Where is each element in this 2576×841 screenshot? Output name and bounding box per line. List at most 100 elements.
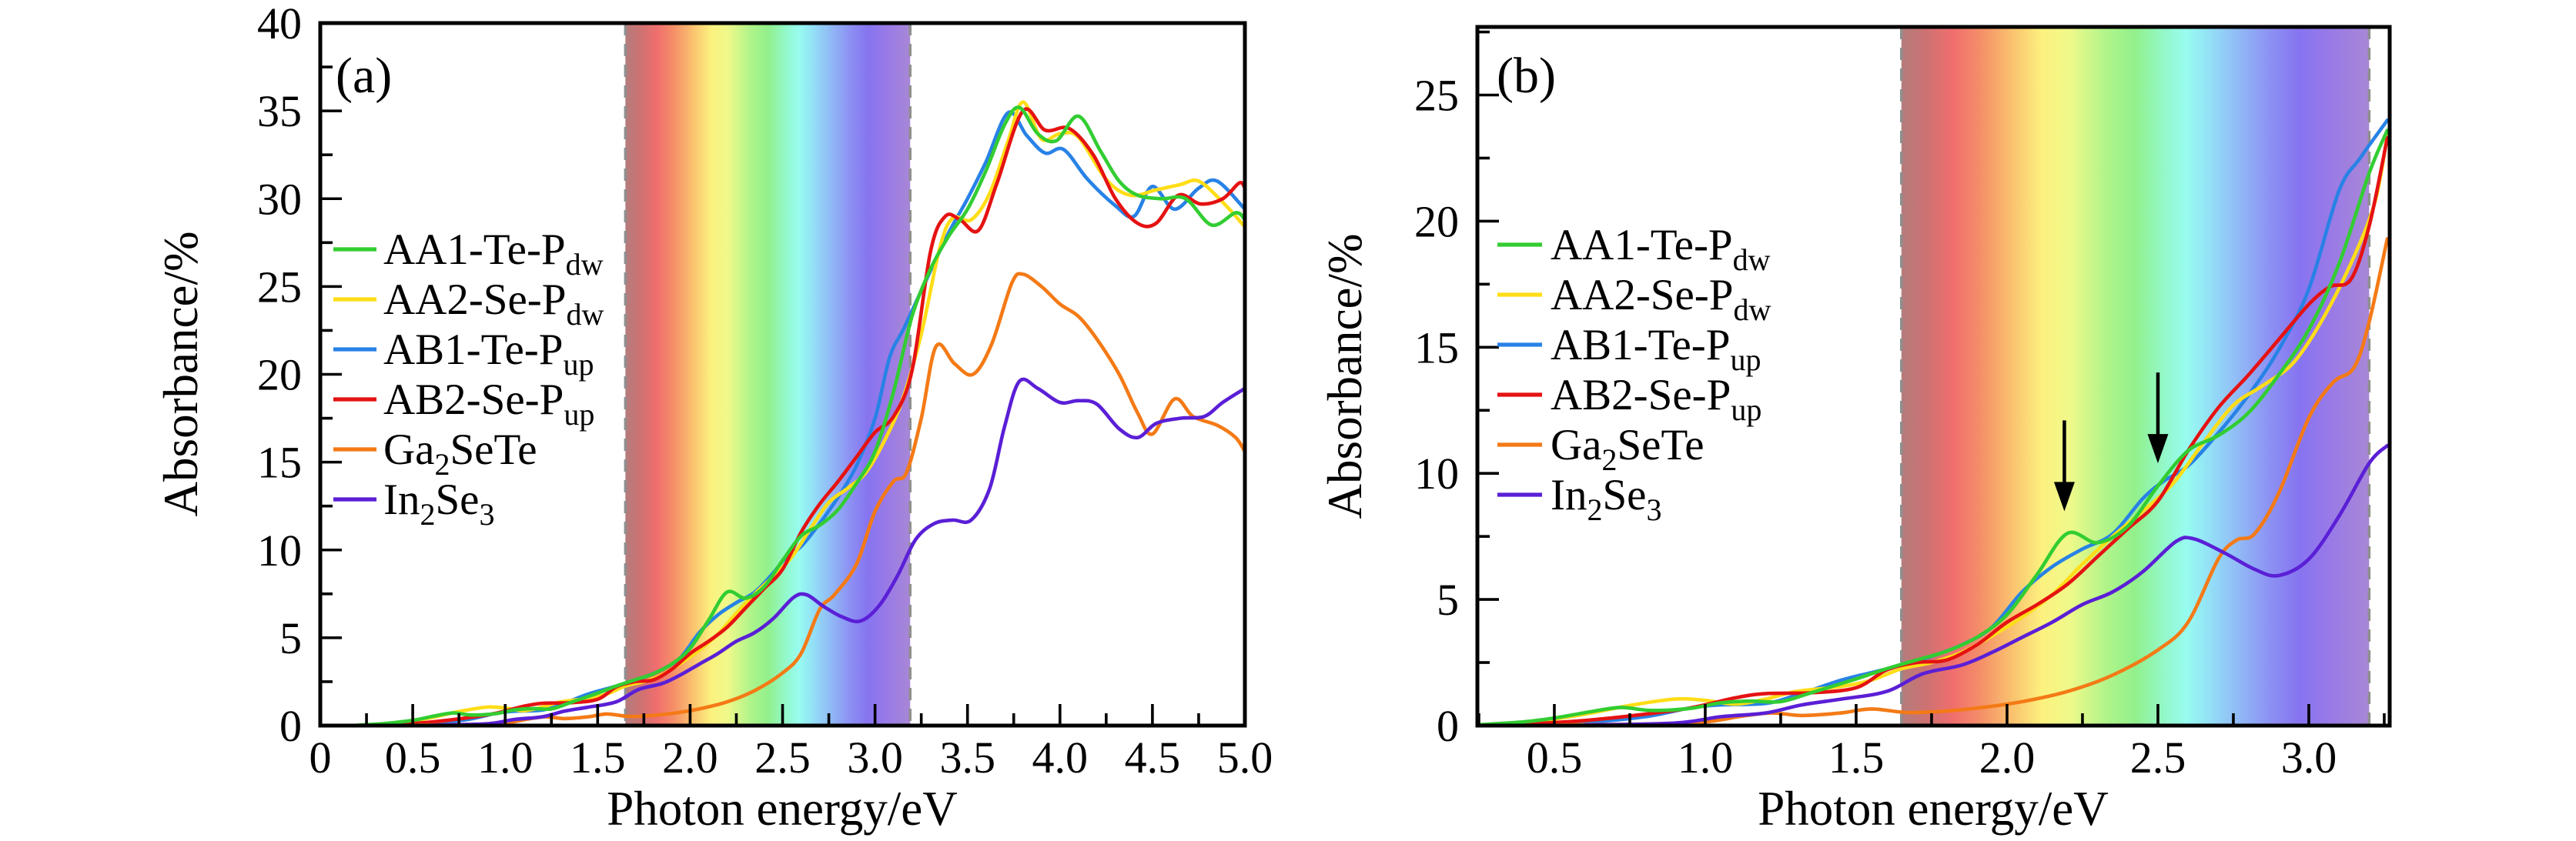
- legend-label-AA1-Te-Pdw: AA1-Te-Pdw: [1551, 221, 1771, 277]
- curve-AB2-Se-Pup: [1522, 135, 2390, 726]
- x-tick-label: 0.5: [385, 733, 441, 783]
- curve-AA2-Se-Pdw: [1492, 133, 2390, 726]
- legend-label-AB2-Se-Pup: AB2-Se-Pup: [383, 375, 594, 432]
- legend-item-AB2-Se-Pup: AB2-Se-Pup: [1497, 371, 1761, 427]
- legend-label-subscript: 2: [420, 497, 435, 532]
- legend-label-main: AB2-Se-P: [1551, 371, 1731, 419]
- x-tick-label: 2.0: [1979, 733, 2036, 783]
- legend-label-subscript: 2: [1601, 442, 1617, 477]
- y-tick-label: 15: [1414, 322, 1459, 372]
- legend-label-Ga2SeTe: Ga2SeTe: [383, 426, 537, 482]
- legend-label-main: AB2-Se-P: [383, 375, 564, 424]
- legend-label-subscript: 2: [434, 447, 450, 482]
- legend-label-subscript: 3: [479, 497, 494, 532]
- legend-label-AA2-Se-Pdw: AA2-Se-Pdw: [383, 275, 604, 332]
- visible-spectrum-band: [625, 23, 911, 726]
- legend: AA1-Te-PdwAA2-Se-PdwAB1-Te-PupAB2-Se-Pup…: [1497, 221, 1771, 527]
- legend-label-main: Ga: [383, 426, 434, 474]
- y-tick-label: 5: [279, 613, 302, 663]
- x-tick-label: 4.5: [1125, 733, 1181, 783]
- x-tick-label: 2.5: [2130, 733, 2186, 783]
- annotation-arrow-2: [2147, 372, 2169, 464]
- curve-Ga2SeTe: [410, 272, 1245, 726]
- legend-item-Ga2SeTe: Ga2SeTe: [1497, 421, 1705, 477]
- y-tick-label: 15: [257, 438, 302, 488]
- y-tick-label: 5: [1437, 575, 1459, 625]
- y-tick-label: 20: [1414, 196, 1459, 246]
- curve-In2Se3: [1582, 443, 2390, 726]
- legend-label-main: Ga: [1551, 421, 1601, 469]
- visible-spectrum-band: [1901, 27, 2370, 726]
- x-tick-label: 0.5: [1527, 733, 1583, 783]
- legend-label-AB1-Te-Pup: AB1-Te-Pup: [383, 325, 594, 382]
- legend-label-AB2-Se-Pup: AB2-Se-Pup: [1551, 371, 1761, 427]
- panel-b-x-axis-title: Photon energy/eV: [1758, 782, 2109, 836]
- x-tick-label: 3.5: [939, 733, 995, 783]
- y-tick-label: 0: [279, 701, 302, 751]
- legend-item-AA2-Se-Pdw: AA2-Se-Pdw: [333, 275, 604, 332]
- legend-item-AB1-Te-Pup: AB1-Te-Pup: [333, 325, 594, 382]
- tick-labels-layer: 0.5 1.0 1.5 2.0 2.5 3.0 0 5 10 15 20 25: [1414, 71, 2337, 783]
- legend-item-In2Se3: In2Se3: [333, 476, 494, 532]
- legend-label-main: AA2-Se-P: [1551, 271, 1734, 319]
- curves-layer: [1477, 118, 2390, 726]
- legend-label-AA2-Se-Pdw: AA2-Se-Pdw: [1551, 271, 1771, 327]
- annotation-arrow-1: [2053, 420, 2075, 512]
- x-tick-label: 3.0: [2281, 733, 2337, 783]
- legend-item-In2Se3: In2Se3: [1497, 471, 1661, 527]
- legend-label-In2Se3: In2Se3: [383, 476, 494, 532]
- legend-item-AA2-Se-Pdw: AA2-Se-Pdw: [1497, 271, 1771, 327]
- legend-label-main: AB1-Te-P: [383, 325, 563, 374]
- panel-b-plot: 0.5 1.0 1.5 2.0 2.5 3.00510152025AA1-Te-PdwAA…: [1414, 25, 2392, 783]
- tick-labels-layer: 0 0.5 1.0 1.5 2.0 2.5 3.0 3.5 4.0 4.5 5.0 0 5 10 15 20 2…: [257, 0, 1273, 783]
- legend-label-main: In: [1551, 471, 1587, 519]
- legend-label-subscript: 2: [1587, 492, 1602, 527]
- legend-label-main: In: [383, 476, 420, 524]
- legend-label-main: AA1-Te-P: [1551, 221, 1733, 269]
- legend-label-main: Se: [1602, 471, 1646, 519]
- y-tick-label: 0: [1437, 701, 1459, 751]
- panel-a-tag: (a): [336, 48, 392, 104]
- legend-label-main: Se: [435, 476, 479, 524]
- y-tick-label: 25: [257, 262, 302, 312]
- y-tick-label: 25: [1414, 71, 1459, 121]
- curve-In2Se3: [429, 377, 1245, 726]
- x-tick-label: 4.0: [1032, 733, 1089, 783]
- y-tick-label: 30: [257, 174, 302, 224]
- y-tick-label: 35: [257, 86, 302, 136]
- legend-label-subscript: dw: [567, 297, 604, 332]
- legend-label-Ga2SeTe: Ga2SeTe: [1551, 421, 1705, 477]
- panel-b-tag: (b): [1497, 48, 1556, 104]
- legend-item-AA1-Te-Pdw: AA1-Te-Pdw: [333, 225, 604, 282]
- legend: AA1-Te-PdwAA2-Se-PdwAB1-Te-PupAB2-Se-Pup…: [333, 225, 604, 532]
- x-tick-label: 3.0: [847, 733, 903, 783]
- legend-label-subscript: up: [563, 347, 594, 382]
- curve-AB2-Se-Pup: [392, 107, 1245, 726]
- legend-label-subscript: dw: [1733, 242, 1771, 277]
- x-tick-label: 1.0: [1678, 733, 1734, 783]
- panel-b-y-axis-title: Absorbance/%: [1318, 234, 1372, 519]
- legend-label-AA1-Te-Pdw: AA1-Te-Pdw: [383, 225, 604, 282]
- x-tick-label: 5.0: [1217, 733, 1273, 783]
- x-tick-label: 1.0: [477, 733, 534, 783]
- x-tick-label: 1.5: [570, 733, 626, 783]
- curve-AA1-Te-Pdw: [1477, 128, 2390, 726]
- arrowhead-icon: [2147, 434, 2169, 464]
- legend-label-In2Se3: In2Se3: [1551, 471, 1661, 527]
- x-tick-label: 1.5: [1828, 733, 1885, 783]
- panel-a-plot: 0 0.5 1.0 1.5 2.0 2.5 3.0 3.5 4.0 4.5 5.0 0 5 10 15 20 2…: [257, 0, 1273, 783]
- legend-label-main: AA2-Se-P: [383, 275, 567, 324]
- legend-item-Ga2SeTe: Ga2SeTe: [333, 426, 537, 482]
- legend-label-subscript: up: [564, 397, 594, 432]
- legend-label-subscript: up: [1731, 392, 1761, 427]
- plot-frame: [318, 21, 1247, 728]
- panel-a-y-axis-title: Absorbance/%: [154, 232, 208, 517]
- plot-frame: [1475, 25, 2392, 728]
- legend-item-AB2-Se-Pup: AB2-Se-Pup: [333, 375, 594, 432]
- legend-label-main: AB1-Te-P: [1551, 321, 1730, 369]
- arrowhead-icon: [2053, 482, 2075, 512]
- curve-AB1-Te-Pup: [392, 110, 1245, 726]
- legend-item-AB1-Te-Pup: AB1-Te-Pup: [1497, 321, 1761, 377]
